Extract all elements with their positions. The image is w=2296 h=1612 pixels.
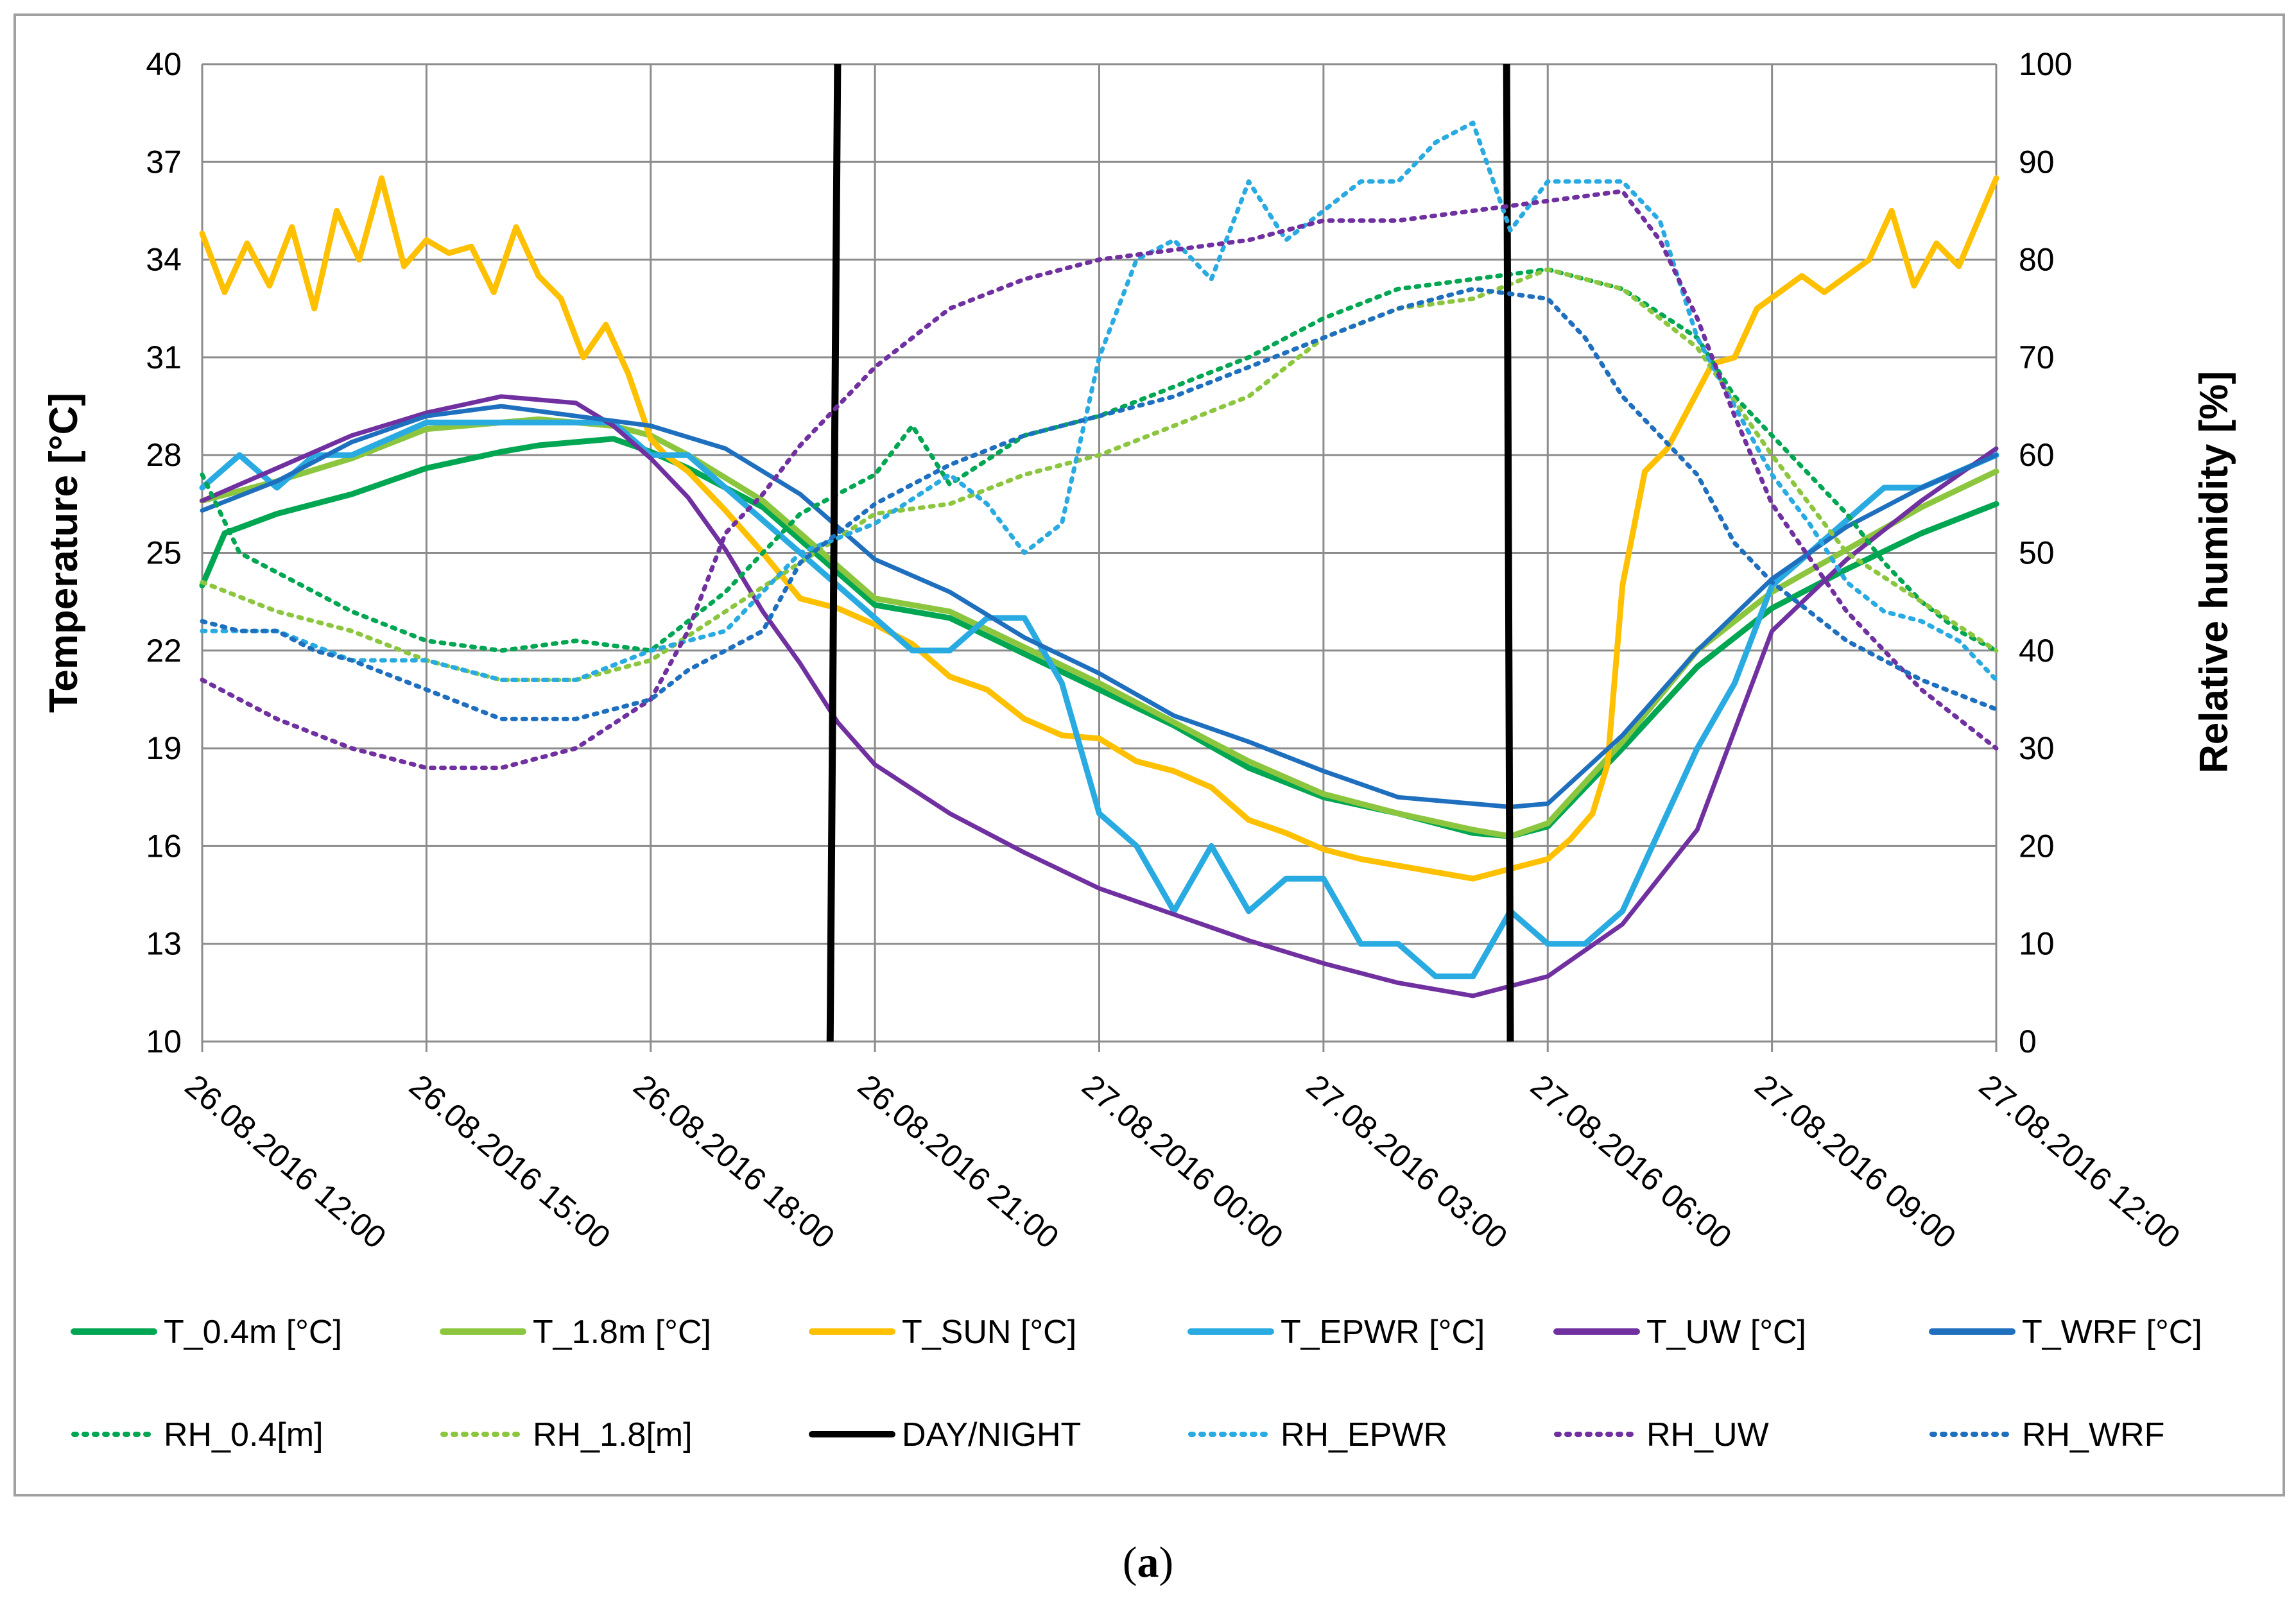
y-tick-label: 10	[146, 1024, 182, 1059]
y2-tick-label: 80	[2019, 242, 2055, 278]
chart-frame	[13, 13, 2285, 1496]
y-tick-label: 34	[146, 242, 182, 278]
y2-tick-label: 0	[2019, 1024, 2037, 1059]
y-tick-label: 40	[146, 46, 182, 82]
series-rh-0-4-m-line	[200, 267, 1999, 653]
series-day-night-line	[1503, 64, 1514, 1042]
legend-rh-uw-label: RH_UW	[1646, 1416, 1769, 1453]
series-rh-wrf-line	[200, 286, 1999, 721]
y2-tick-label: 50	[2019, 535, 2055, 571]
caption-open: (	[1122, 1538, 1137, 1586]
y2-tick-label: 30	[2019, 730, 2055, 766]
y2-tick-label: 10	[2019, 926, 2055, 962]
y2-axis-title: Relative humidity [%]	[2192, 371, 2236, 773]
series-t-epwr-c-line	[199, 419, 1999, 979]
series-t-sun-c-line	[199, 175, 1999, 882]
y2-tick-label: 70	[2019, 339, 2055, 375]
y-tick-label: 37	[146, 144, 182, 180]
y2-tick-label: 100	[2019, 46, 2072, 82]
chart-legend: T_0.4m [°C] T_1.8m [°C] T_SUN [°C] T_EPWR […	[71, 1314, 2202, 1453]
y-tick-label: 13	[146, 926, 182, 962]
series-t-uw-c-line	[200, 394, 1999, 999]
y2-tick-label: 90	[2019, 144, 2055, 180]
legend-rh-1-8-m-label: RH_1.8[m]	[533, 1416, 693, 1453]
figure-caption: (a)	[0, 1537, 2296, 1588]
series-rh-epwr-line	[200, 120, 1999, 682]
series-day-night-line	[826, 64, 842, 1042]
y2-tick-label: 60	[2019, 437, 2055, 473]
legend-rh-wrf-label: RH_WRF	[2022, 1416, 2164, 1453]
legend-rh-epwr-label: RH_EPWR	[1281, 1416, 1447, 1453]
caption-close: )	[1159, 1538, 1174, 1586]
y2-tick-label: 40	[2019, 633, 2055, 669]
legend-t-1-8m-c-label: T_1.8m [°C]	[533, 1314, 711, 1351]
y-tick-label: 16	[146, 828, 182, 864]
series-rh-1-8-m-line	[200, 267, 1999, 682]
y-tick-label: 31	[146, 339, 182, 375]
y-tick-label: 19	[146, 730, 182, 766]
y-axis-title: Temperature [°C]	[42, 393, 86, 713]
legend-t-sun-c-label: T_SUN [°C]	[902, 1314, 1076, 1351]
legend-t-0-4m-c-label: T_0.4m [°C]	[164, 1314, 342, 1351]
legend-t-wrf-c-label: T_WRF [°C]	[2022, 1314, 2202, 1351]
legend-t-epwr-c-label: T_EPWR [°C]	[1281, 1314, 1485, 1351]
legend-rh-0-4-m-label: RH_0.4[m]	[164, 1416, 324, 1453]
series-rh-uw-line	[200, 189, 1999, 771]
legend-t-uw-c-label: T_UW [°C]	[1646, 1314, 1806, 1351]
caption-letter: a	[1137, 1538, 1159, 1586]
chart-series	[199, 64, 1999, 1042]
y2-tick-label: 20	[2019, 828, 2055, 864]
legend-day-night-label: DAY/NIGHT	[902, 1416, 1081, 1453]
y-tick-label: 22	[146, 633, 182, 669]
series-t-0-4m-c-line	[199, 436, 1999, 839]
y-tick-label: 28	[146, 437, 182, 473]
series-t-wrf-c-line	[200, 404, 1999, 809]
y-tick-label: 25	[146, 535, 182, 571]
